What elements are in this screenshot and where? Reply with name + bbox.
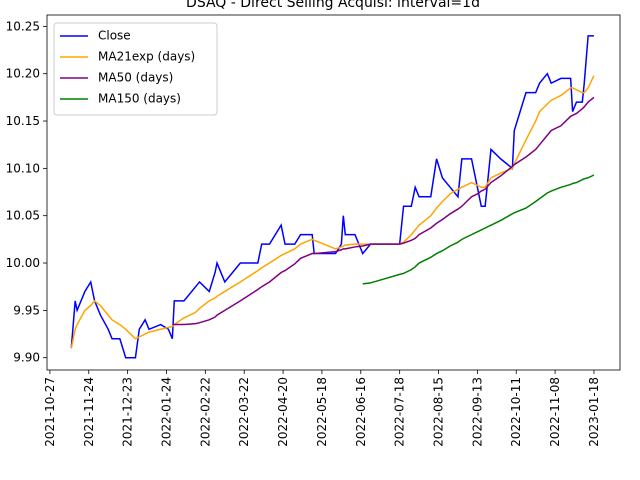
x-tick-label: 2022-11-08 — [548, 377, 562, 447]
x-tick-label: 2021-10-27 — [43, 377, 57, 447]
x-tick-label: 2023-01-18 — [587, 377, 601, 447]
legend-label: MA21exp (days) — [98, 50, 195, 64]
axes-frame — [46, 14, 621, 371]
series-line — [70, 35, 594, 359]
legend-box — [53, 22, 218, 116]
x-tick-label: 2022-05-18 — [315, 377, 329, 447]
x-tick-label: 2021-11-24 — [82, 377, 96, 447]
x-tick-label: 2021-12-23 — [121, 377, 135, 447]
x-tick-label: 2022-04-20 — [276, 377, 290, 447]
legend-label: MA50 (days) — [98, 71, 173, 85]
chart-title: DSAQ - Direct Selling Acquisi: interval=… — [186, 0, 480, 11]
y-tick-label: 9.95 — [13, 303, 40, 317]
x-tick-label: 2022-06-16 — [354, 377, 368, 447]
legend-label: Close — [98, 29, 131, 43]
x-tick-label: 2022-09-13 — [470, 377, 484, 447]
x-tick-label: 2022-08-15 — [432, 377, 446, 447]
y-tick-label: 10.05 — [6, 209, 40, 223]
series-line — [362, 174, 595, 285]
x-tick-label: 2022-01-24 — [159, 377, 173, 447]
x-tick-label: 2022-07-18 — [393, 377, 407, 447]
legend: Close MA21exp (days) MA50 (days) MA150 (day… — [53, 22, 218, 116]
y-tick-label: 10.00 — [6, 256, 40, 270]
x-tick-label: 2022-10-11 — [509, 377, 523, 447]
y-tick-label: 9.90 — [13, 351, 40, 365]
series-line — [70, 75, 595, 349]
y-tick-label: 10.20 — [6, 67, 40, 81]
y-tick-label: 10.25 — [6, 19, 40, 33]
y-tick-label: 10.10 — [6, 161, 40, 175]
legend-label: MA150 (days) — [98, 92, 181, 106]
x-tick-label: 2022-03-22 — [237, 377, 251, 447]
series-line — [172, 96, 595, 326]
x-tick-label: 2022-02-22 — [198, 377, 212, 447]
y-tick-label: 10.15 — [6, 114, 40, 128]
